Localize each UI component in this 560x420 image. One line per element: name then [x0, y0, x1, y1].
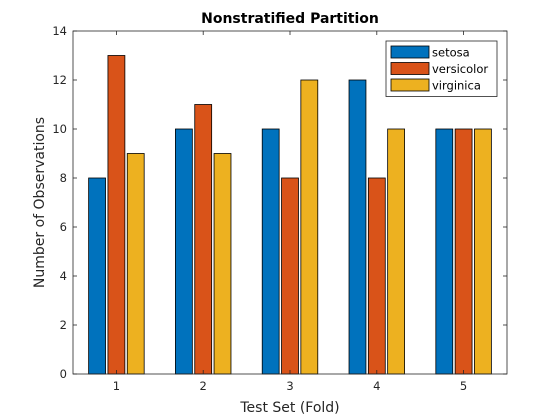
bar-setosa-1: [88, 177, 106, 375]
y-axis-label: Number of Observations: [32, 117, 48, 288]
x-tick-label-1: 1: [113, 379, 120, 393]
legend: setosa versicolor virginica: [385, 40, 498, 97]
bar-virginica-5: [474, 128, 492, 375]
bar-setosa-5: [435, 128, 454, 375]
x-tick-label-4: 4: [373, 379, 380, 393]
y-tick-label-4: 4: [60, 269, 67, 283]
bar-versicolor-4: [367, 177, 386, 375]
y-tick-label-10: 10: [52, 122, 67, 136]
bar-setosa-3: [261, 128, 280, 375]
legend-swatch-versicolor: [390, 62, 430, 75]
x-tick-label-3: 3: [286, 379, 293, 393]
bar-virginica-4: [387, 128, 405, 375]
y-tick-label-8: 8: [60, 171, 67, 185]
bar-versicolor-5: [454, 128, 473, 375]
x-axis-label: Test Set (Fold): [239, 400, 339, 416]
bar-virginica-2: [213, 153, 232, 375]
bars-group: [88, 55, 492, 375]
bar-setosa-2: [175, 128, 193, 375]
bar-virginica-3: [300, 79, 319, 375]
y-tick-label-6: 6: [60, 220, 67, 234]
y-tick-label-0: 0: [60, 367, 67, 381]
bar-versicolor-2: [194, 104, 213, 375]
bar-setosa-4: [348, 79, 367, 375]
x-tick-label-2: 2: [200, 379, 207, 393]
bar-versicolor-1: [107, 55, 126, 375]
legend-label-virginica: virginica: [432, 79, 481, 93]
bar-versicolor-3: [281, 177, 299, 375]
y-tick-label-14: 14: [52, 24, 67, 38]
y-tick-label-2: 2: [60, 318, 67, 332]
legend-swatch-virginica: [390, 78, 430, 92]
chart-title: Nonstratified Partition: [201, 11, 379, 27]
bar-virginica-1: [126, 153, 145, 375]
legend-swatch-setosa: [390, 45, 430, 59]
x-tick-label-5: 5: [460, 379, 467, 393]
y-tick-label-12: 12: [52, 73, 67, 87]
legend-label-setosa: setosa: [432, 46, 470, 60]
legend-label-versicolor: versicolor: [432, 62, 488, 76]
